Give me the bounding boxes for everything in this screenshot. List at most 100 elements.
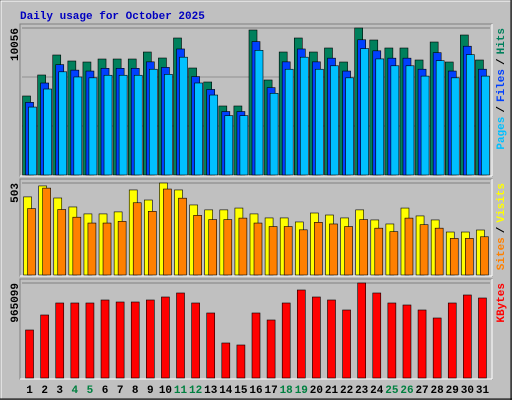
bar bbox=[55, 302, 65, 379]
x-tick-label: 27 bbox=[415, 385, 428, 397]
bar bbox=[314, 222, 323, 276]
bar bbox=[404, 217, 414, 276]
bar bbox=[25, 329, 34, 379]
bar bbox=[179, 56, 188, 176]
bar bbox=[176, 292, 185, 379]
bar bbox=[194, 82, 203, 176]
bar bbox=[27, 208, 36, 276]
x-tick-label: 6 bbox=[102, 385, 109, 397]
x-tick-label: 26 bbox=[400, 385, 413, 397]
bar bbox=[372, 292, 382, 379]
bar bbox=[118, 74, 128, 176]
bar bbox=[132, 202, 142, 276]
bar bbox=[298, 229, 308, 276]
x-tick-label: 30 bbox=[461, 385, 474, 397]
bar bbox=[299, 56, 309, 176]
legend-entry: Hits bbox=[496, 28, 508, 54]
bar bbox=[432, 317, 442, 379]
bar bbox=[435, 60, 445, 176]
bar bbox=[40, 314, 49, 379]
bar bbox=[284, 68, 294, 176]
x-tick-label: 25 bbox=[385, 385, 399, 397]
bar bbox=[478, 297, 487, 379]
chart-title: Daily usage for October 2025 bbox=[20, 11, 205, 23]
bar bbox=[434, 227, 444, 276]
bar bbox=[466, 54, 475, 176]
bar bbox=[342, 309, 351, 379]
x-tick-label: 22 bbox=[340, 385, 353, 397]
bar bbox=[315, 68, 324, 176]
bar bbox=[57, 209, 67, 276]
x-tick-label: 17 bbox=[264, 385, 277, 397]
bar bbox=[209, 94, 219, 176]
bar bbox=[253, 222, 263, 276]
legend-entry: Sites bbox=[496, 237, 508, 270]
x-tick-label: 18 bbox=[280, 385, 294, 397]
bar bbox=[130, 301, 140, 379]
y-tick-label: 503 bbox=[10, 183, 22, 203]
bar bbox=[72, 216, 82, 276]
x-tick-label: 31 bbox=[476, 385, 490, 397]
x-tick-label: 16 bbox=[249, 385, 262, 397]
bar bbox=[238, 217, 248, 276]
bar bbox=[100, 299, 110, 379]
x-tick-label: 14 bbox=[219, 385, 233, 397]
bar bbox=[103, 74, 113, 176]
bar bbox=[344, 226, 353, 276]
legend-separator: / bbox=[496, 58, 508, 65]
bar bbox=[251, 312, 261, 379]
legend-entry: Visits bbox=[496, 183, 508, 223]
legend-separator: / bbox=[496, 106, 508, 113]
bar bbox=[236, 344, 246, 379]
x-tick-label: 20 bbox=[310, 385, 323, 397]
bar bbox=[390, 65, 400, 176]
bar bbox=[224, 115, 234, 176]
bar bbox=[268, 226, 278, 276]
bar bbox=[117, 221, 127, 276]
bar bbox=[43, 88, 52, 176]
bar bbox=[357, 282, 366, 379]
bar bbox=[133, 74, 143, 176]
bar bbox=[389, 231, 399, 276]
x-tick-label: 29 bbox=[446, 385, 459, 397]
bar bbox=[70, 302, 80, 379]
bar bbox=[178, 197, 187, 276]
bar bbox=[327, 299, 336, 379]
legend-separator: / bbox=[496, 226, 508, 233]
bar bbox=[417, 309, 427, 379]
bar bbox=[88, 77, 98, 176]
bar bbox=[269, 93, 279, 176]
bar bbox=[191, 302, 200, 379]
bar bbox=[73, 76, 83, 176]
x-tick-label: 15 bbox=[234, 385, 248, 397]
bar bbox=[359, 219, 368, 276]
bar bbox=[281, 302, 291, 379]
bar bbox=[296, 289, 306, 379]
bar bbox=[193, 215, 202, 276]
x-tick-label: 19 bbox=[295, 385, 308, 397]
bar bbox=[447, 302, 457, 379]
bar bbox=[283, 226, 293, 276]
x-tick-label: 28 bbox=[431, 385, 445, 397]
bar bbox=[146, 299, 155, 379]
x-tick-label: 13 bbox=[204, 385, 218, 397]
bar bbox=[329, 223, 338, 276]
x-tick-label: 1 bbox=[26, 385, 33, 397]
bar bbox=[465, 238, 474, 276]
bar bbox=[206, 312, 216, 379]
legend: Pages / Files / Hits bbox=[496, 28, 508, 150]
bar bbox=[221, 342, 231, 379]
bar bbox=[254, 50, 264, 176]
bar bbox=[420, 75, 430, 176]
bar bbox=[374, 227, 384, 276]
bar bbox=[102, 222, 112, 276]
bar bbox=[42, 187, 51, 276]
bar bbox=[164, 74, 173, 176]
bar bbox=[85, 302, 95, 379]
bar bbox=[345, 77, 354, 176]
legend-entry: KBytes bbox=[496, 283, 508, 323]
bar bbox=[87, 222, 97, 276]
x-tick-label: 4 bbox=[72, 385, 79, 397]
bar bbox=[330, 65, 339, 176]
bar bbox=[163, 188, 172, 276]
